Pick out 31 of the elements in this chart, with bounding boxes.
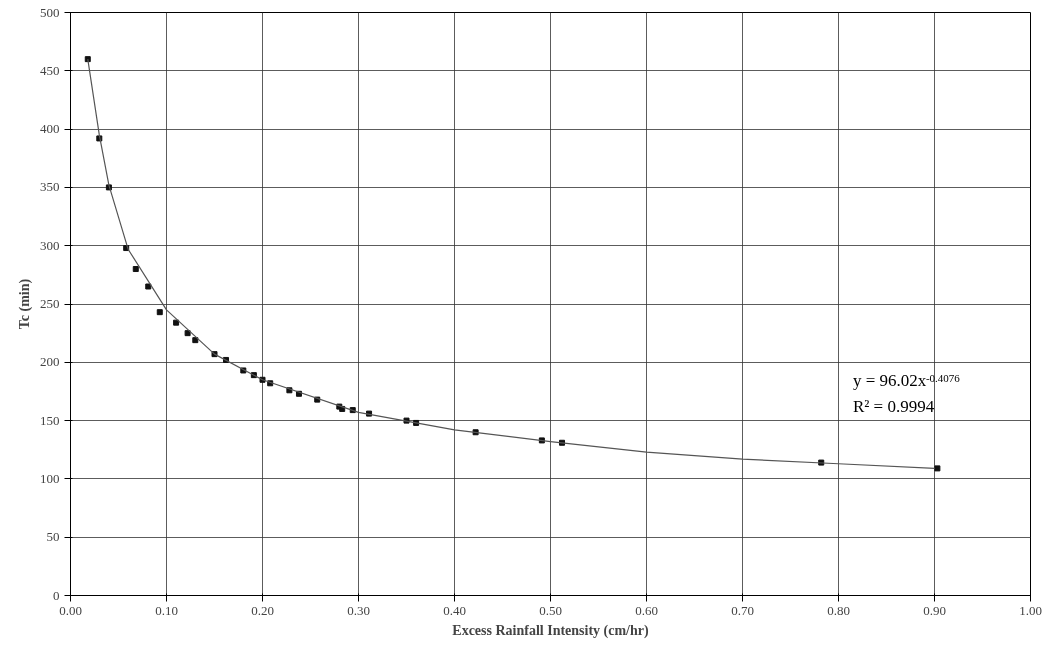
- x-tick-label: 0.80: [827, 602, 850, 618]
- point: [192, 337, 199, 344]
- x-tick-label: 1.00: [1019, 602, 1042, 618]
- y-tick-label: 100: [40, 470, 60, 486]
- y-tick-label: 200: [40, 354, 60, 370]
- annotation: R² = 0.9994: [852, 396, 935, 416]
- point: [156, 309, 163, 316]
- x-axis-title: Excess Rainfall Intensity (cm/hr): [452, 622, 650, 639]
- y-tick-label: 150: [40, 412, 60, 428]
- y-axis-title: Tc (min): [17, 278, 33, 330]
- point: [184, 330, 191, 337]
- point: [132, 266, 139, 273]
- y-tick-label: 500: [40, 4, 60, 20]
- x-tick-label: 0.70: [731, 602, 754, 618]
- y-tick-label: 350: [40, 179, 60, 195]
- x-tick-label: 0.00: [59, 602, 82, 618]
- point: [145, 283, 152, 290]
- x-tick-label: 0.20: [251, 602, 274, 618]
- y-tick-label: 50: [46, 529, 60, 545]
- y-tick-label: 400: [40, 121, 60, 137]
- y-tick-label: 300: [40, 237, 60, 253]
- x-tick-label: 0.60: [635, 602, 658, 618]
- y-tick-label: 450: [40, 62, 60, 78]
- point: [934, 465, 941, 472]
- y-tick-label: 250: [40, 296, 60, 311]
- x-tick-label: 0.10: [155, 602, 178, 618]
- x-tick-label: 0.50: [539, 602, 562, 618]
- x-tick-label: 0.30: [347, 602, 370, 618]
- x-tick-label: 0.40: [443, 602, 466, 618]
- x-tick-label: 0.90: [923, 602, 946, 618]
- y-tick-label: 0: [53, 587, 60, 603]
